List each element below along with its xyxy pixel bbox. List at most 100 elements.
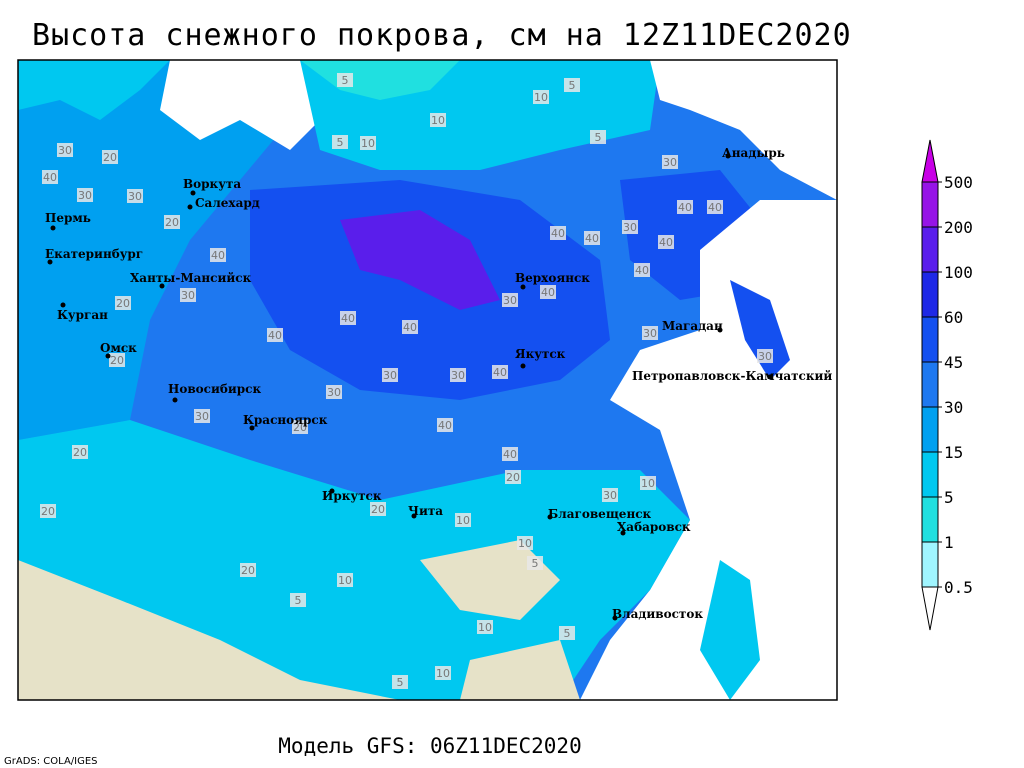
contour-label-box xyxy=(332,135,348,149)
city-label: Новосибирск xyxy=(168,382,261,396)
contour-label-box xyxy=(590,130,606,144)
contour-label-box xyxy=(370,502,386,516)
contour-label-box xyxy=(77,188,93,202)
city-label: Красноярск xyxy=(243,413,328,427)
contour-label-box xyxy=(40,504,56,518)
contour-label-box xyxy=(337,573,353,587)
contour-label: 20 xyxy=(41,505,55,518)
contour-label: 30 xyxy=(383,369,397,382)
legend-label: 45 xyxy=(944,353,963,372)
contour-label-box xyxy=(564,78,580,92)
contour-label-box xyxy=(640,476,656,490)
contour-label-box xyxy=(392,675,408,689)
city-label: Омск xyxy=(100,341,137,355)
contour-label-box xyxy=(517,536,533,550)
contour-label: 5 xyxy=(295,594,302,607)
city-label: Ханты-Мансийск xyxy=(130,271,252,285)
city-dot xyxy=(411,513,417,519)
city-label: Чита xyxy=(408,504,443,518)
contour-label-box xyxy=(662,155,678,169)
contour-label: 40 xyxy=(541,286,555,299)
contour-label-box xyxy=(505,470,521,484)
contour-label: 5 xyxy=(397,676,404,689)
contour-label-box xyxy=(707,200,723,214)
contour-label: 10 xyxy=(436,667,450,680)
legend-swatch xyxy=(921,496,939,543)
legend-label: 60 xyxy=(944,308,963,327)
contour-label: 10 xyxy=(641,477,655,490)
contour-label-box xyxy=(402,320,418,334)
ice-arctic xyxy=(300,60,460,100)
city-label: Салехард xyxy=(195,196,260,210)
legend-label: 100 xyxy=(944,263,973,282)
contour-label-box xyxy=(477,620,493,634)
contour-label-box xyxy=(492,365,508,379)
contour-label-box xyxy=(430,113,446,127)
contour-label-box xyxy=(326,385,342,399)
contour-label: 30 xyxy=(643,327,657,340)
contour-label: 5 xyxy=(595,131,602,144)
credit: GrADS: COLA/IGES xyxy=(4,756,98,767)
city-dot xyxy=(767,374,773,380)
legend-label: 1 xyxy=(944,533,954,552)
contour-label-box xyxy=(455,513,471,527)
city-label: Анадырь xyxy=(722,146,785,160)
city-dot xyxy=(50,225,56,231)
city-dot xyxy=(105,353,111,359)
city-label: Курган xyxy=(57,308,108,322)
contour-label-box xyxy=(72,445,88,459)
contour-label: 40 xyxy=(341,312,355,325)
contour-label: 20 xyxy=(371,503,385,516)
contour-label: 40 xyxy=(268,329,282,342)
contour-label: 20 xyxy=(165,216,179,229)
contour-label: 40 xyxy=(43,171,57,184)
contour-label: 30 xyxy=(758,350,772,363)
city-dot xyxy=(249,425,255,431)
contour-label: 10 xyxy=(478,621,492,634)
bare-south xyxy=(420,540,560,620)
contour-label: 30 xyxy=(78,189,92,202)
contour-label-box xyxy=(559,626,575,640)
legend-label: 200 xyxy=(944,218,973,237)
contour-label: 40 xyxy=(551,227,565,240)
city-label: Воркута xyxy=(183,177,241,191)
contour-label: 30 xyxy=(603,489,617,502)
city-dot xyxy=(620,530,626,536)
city-label: Хабаровск xyxy=(617,520,691,534)
legend-swatch xyxy=(921,541,939,588)
legend-label: 5 xyxy=(944,488,954,507)
legend-swatch xyxy=(921,316,939,363)
contour-label: 20 xyxy=(506,471,520,484)
contour-label: 30 xyxy=(128,190,142,203)
contour-label-box xyxy=(634,263,650,277)
contour-label: 40 xyxy=(438,419,452,432)
legend-swatch xyxy=(921,181,939,228)
city-label: Иркутск xyxy=(322,489,382,503)
contour-label: 5 xyxy=(569,79,576,92)
contour-label: 10 xyxy=(534,91,548,104)
city-dot xyxy=(520,363,526,369)
contour-label: 10 xyxy=(338,574,352,587)
contour-label-box xyxy=(502,293,518,307)
contour-label: 10 xyxy=(361,137,375,150)
city-label: Магадан xyxy=(662,319,723,333)
contour-label: 40 xyxy=(659,236,673,249)
contour-label: 20 xyxy=(241,564,255,577)
snow-peak xyxy=(340,210,500,310)
legend-label: 30 xyxy=(944,398,963,417)
legend-swatch xyxy=(921,271,939,318)
city-dot xyxy=(60,302,66,308)
city-dot xyxy=(190,190,196,196)
legend-swatch xyxy=(921,451,939,498)
contour-label: 30 xyxy=(623,221,637,234)
contour-label-box xyxy=(642,326,658,340)
contour-label: 10 xyxy=(431,114,445,127)
snow-west xyxy=(18,60,300,440)
contour-label: 20 xyxy=(110,354,124,367)
legend-swatch xyxy=(921,586,939,631)
contour-label: 40 xyxy=(635,264,649,277)
contour-label-box xyxy=(435,666,451,680)
contour-label-box xyxy=(115,296,131,310)
city-label: Екатеринбург xyxy=(45,247,143,261)
kamchatka xyxy=(730,280,790,380)
